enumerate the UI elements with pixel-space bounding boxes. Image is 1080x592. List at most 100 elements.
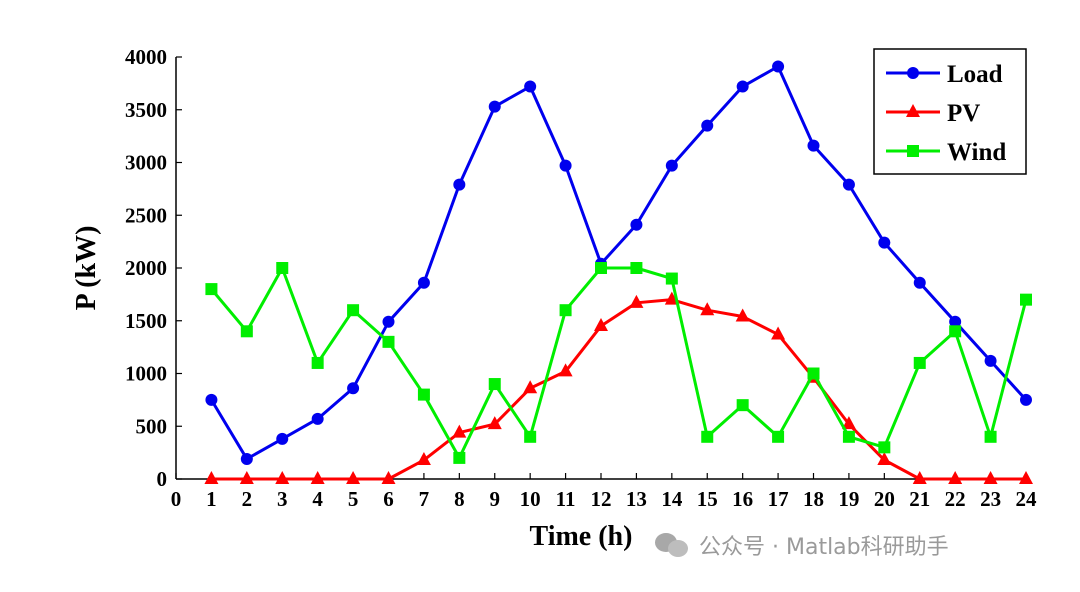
data-point-pv: [700, 302, 715, 316]
data-point-load: [949, 315, 962, 328]
data-point-wind: [453, 451, 466, 464]
x-tick-label: 20: [874, 487, 895, 511]
x-tick-label: 12: [591, 487, 612, 511]
x-tick-label: 0: [171, 487, 182, 511]
y-tick-label: 1000: [125, 362, 167, 386]
y-tick-label: 4000: [125, 45, 167, 69]
data-point-wind: [205, 283, 218, 296]
data-point-pv: [346, 471, 361, 484]
y-tick-label: 3500: [125, 98, 167, 122]
data-point-wind: [878, 441, 891, 454]
data-point-load: [701, 119, 714, 132]
data-point-load: [205, 393, 218, 406]
data-point-load: [311, 412, 324, 425]
x-tick-label: 13: [626, 487, 647, 511]
data-point-wind: [524, 430, 537, 443]
data-point-wind: [382, 335, 395, 348]
y-tick-label: 500: [136, 414, 168, 438]
x-tick-label: 1: [206, 487, 217, 511]
data-point-wind: [913, 356, 926, 369]
legend-marker-wind: [907, 145, 919, 157]
legend-label-load: Load: [947, 61, 1003, 88]
x-tick-label: 2: [242, 487, 253, 511]
data-point-wind: [347, 304, 360, 317]
data-point-pv: [629, 294, 644, 308]
wechat-icon: [655, 531, 691, 559]
data-point-load: [772, 60, 785, 73]
data-point-pv: [381, 471, 396, 484]
y-tick-label: 2500: [125, 203, 167, 227]
data-point-pv: [594, 318, 608, 332]
x-tick-label: 10: [520, 487, 541, 511]
data-point-pv: [877, 452, 892, 466]
data-point-pv: [310, 471, 325, 484]
data-point-load: [736, 80, 749, 93]
data-point-load: [665, 159, 678, 172]
data-point-wind: [595, 262, 607, 274]
data-point-wind: [559, 304, 572, 317]
data-point-wind: [1020, 293, 1032, 306]
data-point-load: [524, 80, 537, 93]
y-axis-title: P (kW): [71, 226, 102, 311]
data-point-pv: [841, 416, 856, 430]
data-point-wind: [736, 399, 749, 412]
data-point-load: [488, 100, 501, 113]
data-point-pv: [735, 308, 750, 322]
data-point-wind: [949, 325, 962, 338]
y-tick-label: 0: [157, 467, 168, 491]
data-point-pv: [487, 416, 502, 430]
x-tick-label: 19: [838, 487, 859, 511]
data-point-wind: [984, 430, 997, 443]
data-point-wind: [240, 325, 253, 338]
data-point-pv: [1019, 471, 1033, 484]
data-point-load: [807, 139, 820, 152]
watermark: 公众号 · Matlab科研助手: [655, 528, 949, 562]
legend-marker-pv: [906, 104, 920, 117]
data-point-pv: [275, 471, 290, 484]
data-point-wind: [276, 262, 289, 274]
legend-marker-load: [907, 67, 919, 79]
data-point-wind: [665, 272, 678, 285]
series-line-pv: [211, 298, 1026, 481]
data-point-wind: [807, 367, 820, 380]
watermark-text: 公众号 · Matlab科研助手: [699, 535, 949, 560]
data-point-pv: [204, 471, 219, 484]
y-tick-label: 1500: [125, 309, 167, 333]
data-point-load: [382, 315, 395, 328]
data-point-pv: [948, 471, 963, 484]
data-point-load: [417, 276, 430, 289]
x-tick-label: 22: [945, 487, 966, 511]
data-point-pv: [416, 452, 431, 466]
data-point-pv: [983, 471, 998, 484]
x-tick-label: 15: [697, 487, 718, 511]
x-axis-title: Time (h): [530, 521, 633, 552]
y-tick-label: 2000: [125, 256, 167, 280]
x-tick-label: 11: [556, 487, 576, 511]
data-point-wind: [701, 430, 714, 443]
data-point-load: [453, 178, 466, 191]
data-point-wind: [488, 378, 501, 391]
x-tick-label: 17: [768, 487, 789, 511]
data-point-pv: [239, 471, 254, 484]
data-point-load: [878, 236, 891, 249]
data-point-wind: [311, 356, 324, 369]
x-tick-label: 9: [490, 487, 501, 511]
x-tick-label: 4: [312, 487, 323, 511]
x-tick-label: 3: [277, 487, 288, 511]
data-point-wind: [630, 262, 643, 274]
data-point-load: [240, 452, 253, 465]
x-tick-label: 18: [803, 487, 824, 511]
x-tick-label: 14: [661, 487, 683, 511]
x-tick-label: 7: [419, 487, 430, 511]
legend-label-pv: PV: [947, 100, 980, 127]
data-point-load: [630, 218, 643, 231]
x-tick-label: 23: [980, 487, 1001, 511]
x-tick-label: 6: [383, 487, 394, 511]
data-point-load: [276, 432, 289, 445]
series-line-load: [210, 64, 1028, 461]
data-point-pv: [558, 363, 573, 377]
x-tick-label: 16: [732, 487, 753, 511]
data-point-pv: [912, 471, 927, 484]
x-tick-label: 24: [1016, 487, 1038, 511]
